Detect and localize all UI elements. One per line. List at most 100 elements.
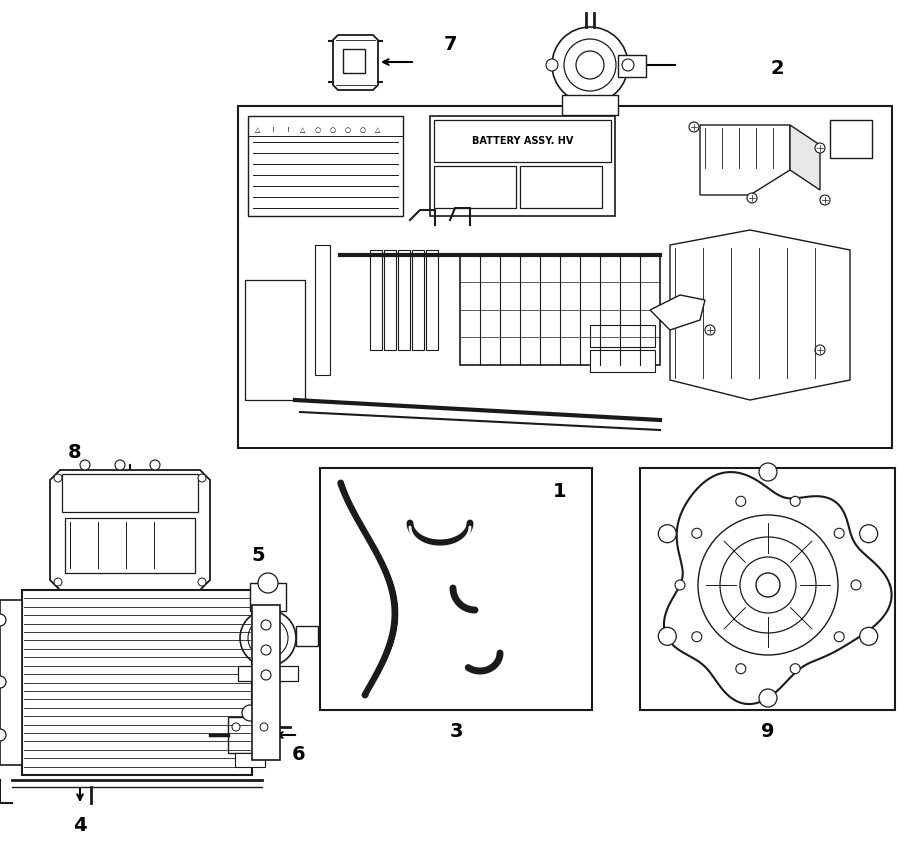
Circle shape	[692, 631, 702, 642]
Bar	[460, 255, 660, 365]
Bar	[434, 166, 516, 208]
Circle shape	[705, 325, 715, 335]
Text: △: △	[375, 127, 381, 133]
Circle shape	[622, 59, 634, 71]
Circle shape	[261, 620, 271, 630]
Text: !: !	[272, 127, 274, 133]
Circle shape	[692, 528, 702, 539]
Bar	[398, 250, 410, 350]
Bar	[228, 717, 272, 753]
Circle shape	[756, 573, 780, 597]
Circle shape	[115, 460, 125, 470]
Circle shape	[240, 610, 296, 666]
Bar	[590, 350, 655, 372]
Circle shape	[759, 463, 777, 481]
Circle shape	[860, 627, 878, 645]
Text: △: △	[301, 127, 306, 133]
Bar	[22, 590, 252, 775]
Circle shape	[675, 580, 685, 590]
Text: 2: 2	[770, 58, 784, 77]
Text: 4: 4	[73, 816, 86, 835]
Circle shape	[736, 497, 746, 506]
Circle shape	[658, 627, 676, 645]
Bar	[430, 116, 615, 216]
Circle shape	[759, 689, 777, 707]
Text: 3: 3	[449, 722, 463, 741]
Bar	[248, 116, 403, 216]
Circle shape	[820, 195, 830, 205]
Circle shape	[815, 345, 825, 355]
Text: !: !	[286, 127, 290, 133]
Circle shape	[54, 474, 62, 482]
Bar	[238, 106, 892, 448]
Circle shape	[747, 193, 757, 203]
Circle shape	[258, 573, 278, 593]
Circle shape	[232, 723, 240, 731]
Circle shape	[851, 580, 861, 590]
Circle shape	[658, 525, 676, 543]
Polygon shape	[790, 125, 820, 190]
Circle shape	[790, 497, 800, 506]
Circle shape	[261, 645, 271, 655]
Circle shape	[242, 705, 258, 721]
Polygon shape	[700, 125, 790, 195]
Circle shape	[0, 676, 6, 688]
Bar	[590, 325, 655, 347]
Circle shape	[0, 729, 6, 741]
Text: 5: 5	[251, 546, 265, 565]
Bar	[520, 166, 602, 208]
Text: 6: 6	[292, 746, 306, 765]
Circle shape	[54, 578, 62, 586]
Text: 1: 1	[554, 482, 567, 501]
Text: △: △	[256, 127, 261, 133]
Bar	[65, 518, 195, 573]
Polygon shape	[50, 470, 210, 590]
Bar	[640, 468, 895, 710]
Circle shape	[261, 670, 271, 680]
Text: 9: 9	[761, 722, 775, 741]
Text: ○: ○	[315, 127, 321, 133]
Bar	[412, 250, 424, 350]
Text: 7: 7	[444, 35, 457, 54]
Bar	[426, 250, 438, 350]
Bar	[245, 280, 305, 400]
Bar	[250, 583, 286, 611]
Bar	[434, 120, 611, 162]
Text: ○: ○	[360, 127, 366, 133]
Circle shape	[790, 664, 800, 673]
Circle shape	[198, 578, 206, 586]
Polygon shape	[650, 295, 705, 330]
Circle shape	[815, 143, 825, 153]
Bar	[0, 600, 22, 765]
Circle shape	[546, 59, 558, 71]
Text: ○: ○	[345, 127, 351, 133]
Bar	[315, 245, 330, 375]
Circle shape	[80, 460, 90, 470]
Bar	[296, 626, 318, 646]
Bar	[370, 250, 382, 350]
Bar	[562, 95, 618, 115]
Circle shape	[260, 723, 268, 731]
Bar	[320, 468, 592, 710]
Bar	[235, 753, 265, 767]
Circle shape	[198, 474, 206, 482]
Circle shape	[860, 525, 878, 543]
Polygon shape	[664, 472, 892, 704]
Text: 8: 8	[68, 443, 82, 462]
Polygon shape	[333, 35, 378, 90]
Bar	[830, 120, 872, 158]
Circle shape	[150, 460, 160, 470]
Bar	[62, 474, 198, 512]
Circle shape	[552, 27, 628, 103]
Bar	[343, 49, 365, 73]
Bar	[238, 666, 298, 681]
Circle shape	[689, 122, 699, 132]
Circle shape	[834, 528, 844, 539]
Circle shape	[0, 614, 6, 626]
Bar	[384, 250, 396, 350]
Bar	[618, 55, 646, 77]
Circle shape	[834, 631, 844, 642]
Circle shape	[736, 664, 746, 673]
Bar	[252, 605, 280, 760]
Polygon shape	[670, 230, 850, 400]
